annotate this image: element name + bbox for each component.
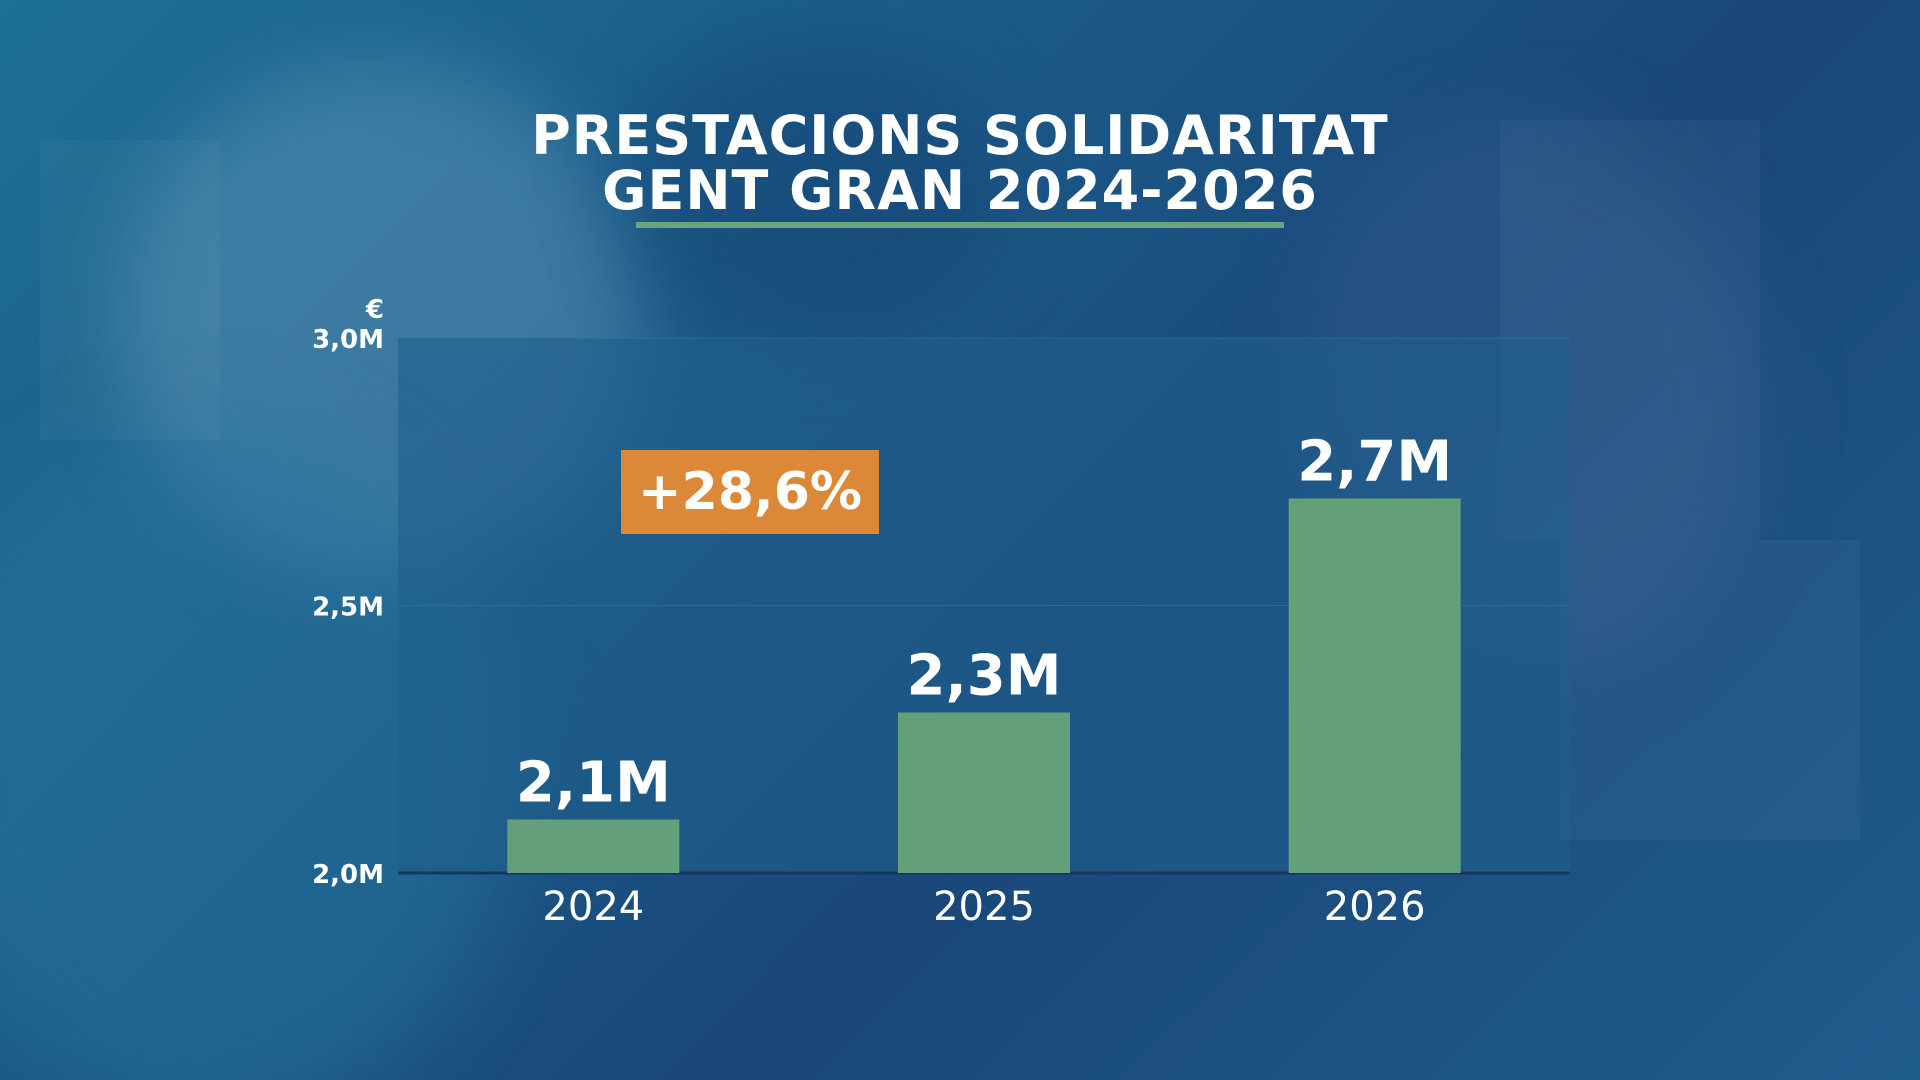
- bar-2026: [1288, 498, 1461, 873]
- value-label-2026: 2,7M: [1297, 430, 1452, 495]
- x-tick-label-2025: 2025: [933, 884, 1035, 930]
- title-line-2: GENT GRAN 2024-2026: [602, 159, 1318, 222]
- y-tick-label: 3,0M: [312, 325, 384, 355]
- growth-badge: +28,6%: [621, 450, 879, 534]
- y-unit-label: €: [365, 295, 384, 325]
- y-tick-label: 2,5M: [312, 593, 384, 623]
- bars: [507, 498, 1461, 873]
- x-tick-label-2026: 2026: [1324, 884, 1426, 930]
- value-label-2025: 2,3M: [907, 644, 1062, 709]
- bar-2025: [898, 712, 1070, 873]
- chart-title: PRESTACIONS SOLIDARITAT GENT GRAN 2024-2…: [0, 108, 1920, 218]
- x-tick-label-2024: 2024: [542, 884, 644, 930]
- title-underline: [636, 222, 1284, 228]
- y-tick-labels: 2,0M 2,5M 3,0M: [312, 325, 384, 890]
- x-tick-labels: 2024 2025 2026: [542, 884, 1425, 930]
- value-label-2024: 2,1M: [516, 751, 671, 816]
- value-labels: 2,1M 2,3M 2,7M: [516, 430, 1452, 816]
- title-line-1: PRESTACIONS SOLIDARITAT: [531, 104, 1389, 167]
- bar-2024: [507, 819, 680, 873]
- y-tick-label: 2,0M: [312, 860, 384, 890]
